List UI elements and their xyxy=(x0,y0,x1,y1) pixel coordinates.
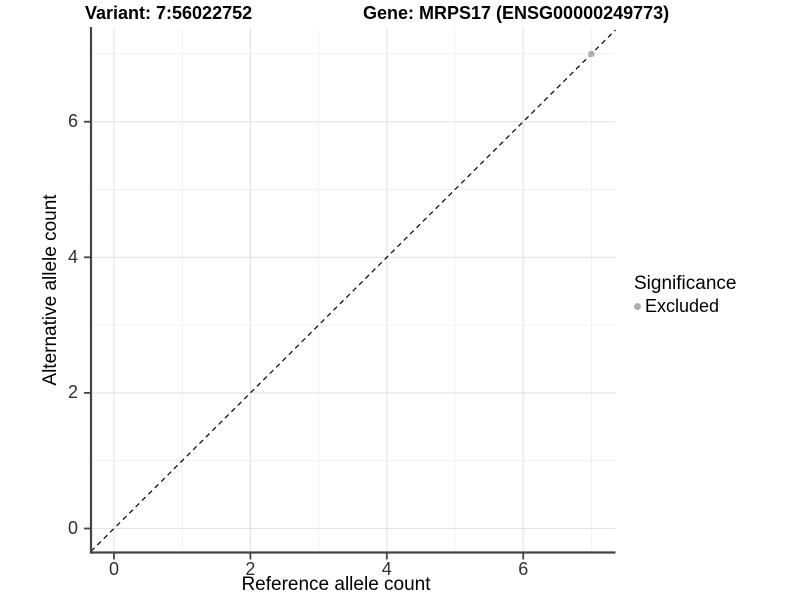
legend-item-label: Excluded xyxy=(645,296,720,316)
x-tick-label: 0 xyxy=(108,559,119,579)
legend-title: Significance xyxy=(634,273,737,294)
plot-title-gene: Gene: MRPS17 (ENSG00000249773) xyxy=(363,3,670,23)
x-axis-title: Reference allele count xyxy=(241,574,431,595)
x-tick-label: 6 xyxy=(518,559,529,579)
x-tick-label: 4 xyxy=(381,559,392,579)
legend-items: Excluded xyxy=(634,296,736,317)
legend-item: Excluded xyxy=(634,296,736,317)
identity-reference-line xyxy=(90,29,616,552)
data-point xyxy=(588,50,595,58)
x-tick-label: 2 xyxy=(245,559,256,579)
y-tick-label: 6 xyxy=(67,111,78,132)
plot-title-variant: Variant: 7:56022752 xyxy=(85,3,253,23)
legend-point-icon xyxy=(634,303,641,310)
y-tick-label: 4 xyxy=(67,246,78,267)
y-tick-label: 2 xyxy=(67,382,78,403)
y-axis-title: Alternative allele count xyxy=(40,194,61,386)
y-tick-label: 0 xyxy=(67,517,78,538)
legend: Significance Excluded xyxy=(634,273,736,317)
